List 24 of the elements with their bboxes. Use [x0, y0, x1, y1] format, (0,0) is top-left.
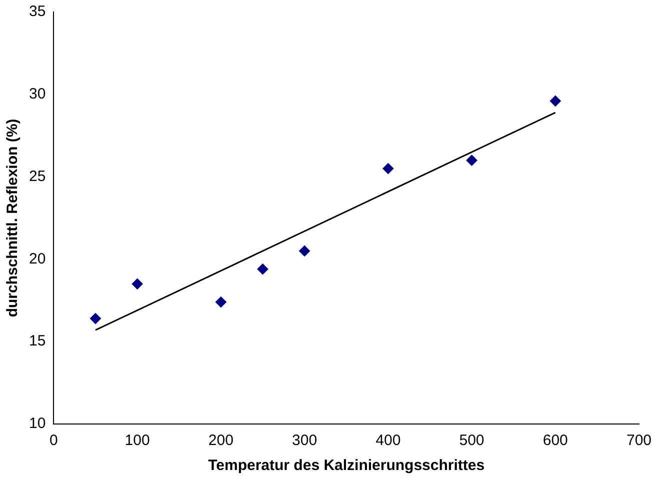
x-tick-label: 400 [376, 432, 401, 450]
y-tick-label: 35 [28, 3, 46, 20]
point [550, 95, 561, 106]
point [299, 245, 310, 256]
point [90, 313, 101, 324]
x-tick-label: 600 [542, 432, 568, 450]
y-tick-label: 10 [28, 415, 46, 432]
x-axis-title: Temperatur des Kalzinierungsschrittes [208, 457, 485, 474]
point [132, 278, 143, 290]
x-tick-label: 500 [459, 432, 484, 450]
x-tick-label: 700 [626, 432, 652, 450]
point [257, 264, 268, 275]
y-axis-title: durchschnittl. Reflexion (%) [4, 118, 22, 318]
point [215, 296, 226, 308]
x-tick-label: 0 [50, 432, 58, 450]
y-tick-label: 20 [28, 250, 46, 268]
y-tick-label: 30 [28, 86, 46, 103]
x-tick-label: 200 [208, 432, 234, 450]
point [382, 163, 394, 174]
x-tick-label: 300 [292, 432, 318, 450]
x-tick-label: 100 [124, 432, 150, 450]
point [466, 154, 478, 166]
y-tick-label: 25 [28, 168, 46, 185]
y-tick-label: 15 [28, 332, 46, 350]
